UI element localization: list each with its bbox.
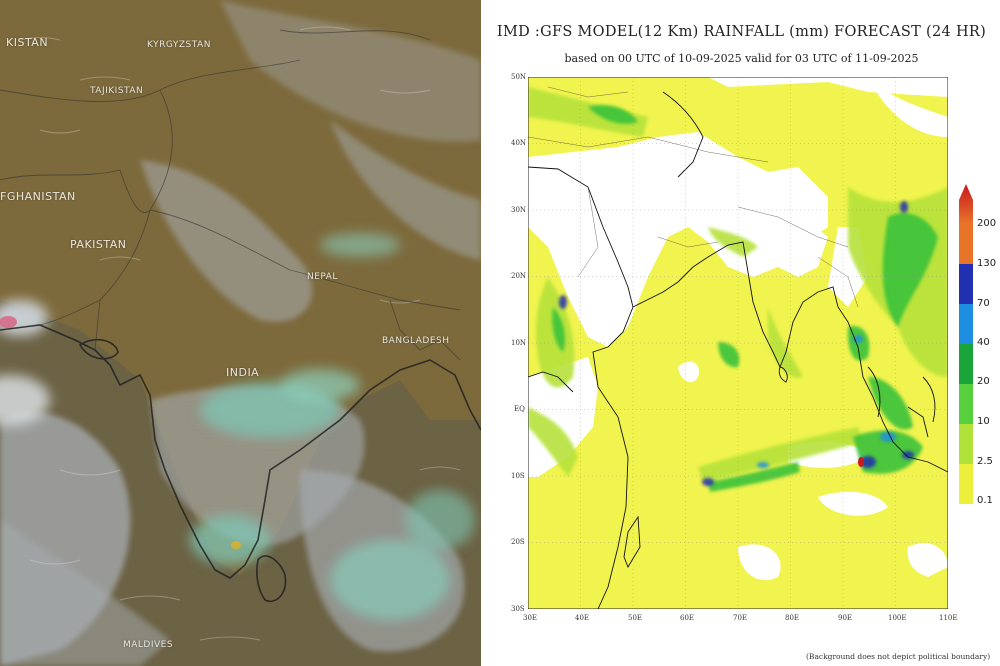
legend-label-70: 70 [977,298,990,309]
lat-tick-eq: EQ [514,405,525,413]
lat-tick-20n: 20N [511,272,527,280]
colorbar-segment-20 [959,344,973,384]
label-india: INDIA [226,366,260,379]
label-bangladesh: BANGLADESH [382,336,450,346]
colorbar-segment-40 [959,304,973,344]
satellite-map [0,0,481,666]
legend-label-200: 200 [977,218,997,229]
lon-tick-100e: 100E [888,614,907,622]
label-pakistan: PAKISTAN [70,238,127,251]
legend-label-20: 20 [977,376,990,387]
lon-tick-70e: 70E [733,614,748,622]
wind-streaks [19,26,461,641]
lat-tick-30n: 30N [511,206,527,214]
graticule [528,77,948,609]
legend-label-40: 40 [977,337,990,348]
lat-tick-10n: 10N [511,339,527,347]
rainfall-map [528,77,948,609]
colorbar-segment-10 [959,384,973,424]
satellite-image-panel: KISTAN KYRGYZSTAN TAJIKISTAN FGHANISTAN … [0,0,481,666]
legend-label-130: 130 [977,258,997,269]
forecast-subtitle: based on 00 UTC of 10-09-2025 valid for … [564,52,919,65]
rain-extreme [858,457,864,467]
rainfall-colorbar [959,184,973,504]
label-tajikistan: TAJIKISTAN [90,86,144,96]
country-borders [0,29,461,361]
lon-tick-90e: 90E [838,614,853,622]
legend-label-0-1: 0.1 [977,495,993,506]
label-afghanistan: FGHANISTAN [0,190,76,203]
lon-tick-80e: 80E [785,614,800,622]
colorbar-segment-2-5 [959,424,973,464]
rain-heavy [559,201,914,486]
rainfall-forecast-panel: IMD :GFS MODEL(12 Km) RAINFALL (mm) FORE… [483,0,1000,666]
lon-tick-40e: 40E [575,614,590,622]
lon-tick-110e: 110E [939,614,958,622]
intense-cell [0,316,17,328]
label-maldives: MALDIVES [123,640,174,650]
lon-tick-60e: 60E [680,614,695,622]
panel-divider [481,0,483,666]
colorbar-segment-70 [959,264,973,304]
footnote: (Background does not depict political bo… [806,652,991,661]
lat-tick-30s: 30S [511,605,525,613]
colorbar-segment-130 [959,224,973,264]
legend-label-10: 10 [977,416,990,427]
label-nepal: NEPAL [307,272,338,282]
lon-tick-30e: 30E [523,614,538,622]
country-borders [528,86,859,308]
coastline [0,324,481,602]
convection-areas [0,233,475,620]
legend-label-2-5: 2.5 [977,456,993,467]
lat-tick-10s: 10S [511,472,525,480]
colorbar-segment-0-1 [959,464,973,504]
forecast-title: IMD :GFS MODEL(12 Km) RAINFALL (mm) FORE… [496,24,987,40]
lon-tick-50e: 50E [628,614,643,622]
coastlines [528,91,948,609]
label-kyrgyzstan: KYRGYZSTAN [147,40,211,50]
lat-tick-50n: 50N [511,73,527,81]
colorbar-segment-200 [959,184,973,224]
lat-tick-40n: 40N [511,139,527,147]
lat-tick-20s: 20S [511,538,525,546]
label-kistan: KISTAN [6,36,49,49]
